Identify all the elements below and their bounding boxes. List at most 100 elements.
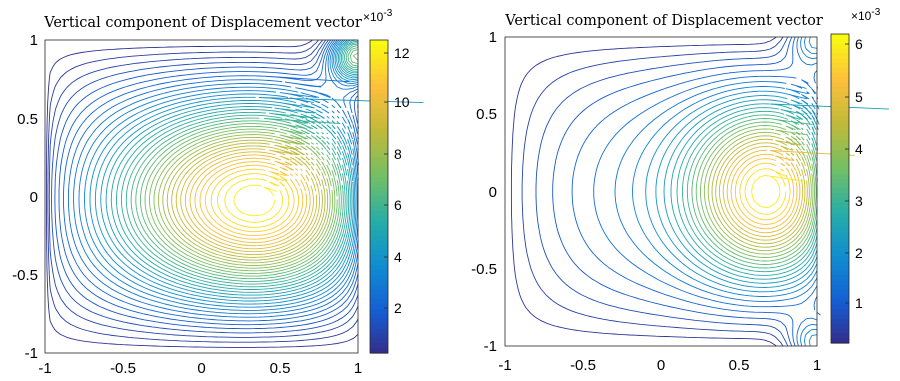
colorbar-swatch [370,49,388,56]
contour-level-line [94,39,424,302]
colorbar-swatch [370,142,388,149]
contour-level-line [734,158,795,225]
colorbar-swatch [831,38,849,45]
colorbar-swatch [831,265,849,272]
contour-level-line [707,131,812,252]
contour-level-line [204,164,300,237]
colorbar-swatch [370,201,388,207]
left-ytick: 0.5 [17,111,38,128]
colorbar-swatch [370,132,388,139]
contour-level-line [89,39,359,305]
right-colorbar [830,33,850,344]
colorbar-swatch [831,178,849,185]
colorbar-swatch [370,128,388,134]
colorbar-swatch [370,225,388,232]
left-x-ticks: -1 -0.5 0 0.5 1 [38,360,362,377]
contour-level-line [58,39,360,326]
contour-level-line [54,39,359,330]
colorbar-swatch [370,260,388,266]
left-contour-lines [45,39,424,348]
contour-level-line [162,136,329,264]
colorbar-swatch [831,246,849,252]
right-xtick: -0.5 [570,357,596,374]
right-cbar-tick: 1 [855,295,863,311]
colorbar-swatch [370,113,388,119]
colorbar-swatch [831,294,849,301]
contour-level-line [78,39,359,311]
colorbar-swatch [831,193,849,199]
colorbar-swatch [831,48,849,54]
colorbar-swatch [370,167,388,173]
contour-level-line [189,154,311,247]
colorbar-swatch [370,250,388,256]
colorbar-swatch [370,93,388,100]
left-xtick: -0.5 [110,360,136,377]
colorbar-swatch [370,79,388,85]
colorbar-swatch [370,269,388,276]
colorbar-swatch [370,333,388,339]
colorbar-swatch [831,140,849,146]
left-colorbar [369,39,389,354]
colorbar-swatch [831,62,849,69]
colorbar-swatch [370,152,388,158]
right-cbar-tick: 5 [855,89,863,105]
colorbar-swatch [370,230,388,237]
contour-level-line [571,36,821,347]
colorbar-swatch [831,125,849,132]
colorbar-swatch [370,123,388,129]
colorbar-swatch [370,318,388,325]
colorbar-frame [830,33,850,344]
colorbar-swatch [831,183,849,190]
contour-level-line [110,39,359,293]
colorbar-swatch [370,196,388,202]
colorbar-swatch [370,304,388,310]
right-xtick: 1 [813,357,821,374]
contour-level-line [632,36,819,347]
colorbar-swatch [831,304,849,310]
right-y-ticks: 1 0.5 0 -0.5 -1 [471,29,497,355]
left-cbar-tick: 6 [394,197,402,213]
colorbar-swatch [831,227,849,233]
colorbar-swatch [831,207,849,214]
right-ytick: 1 [489,29,497,46]
contour-level-line [751,175,804,208]
colorbar-swatch [831,318,849,325]
contour-level-line [711,135,810,248]
left-ytick: -1 [25,345,38,362]
contour-level-line [645,36,820,347]
colorbar-swatch [370,279,388,286]
contour-level-line [535,36,789,347]
colorbar-swatch [370,274,388,281]
colorbar-swatch [831,159,849,165]
colorbar-swatch [831,188,849,194]
colorbar-swatch [831,289,849,296]
colorbar-swatch [831,120,849,127]
colorbar-swatch [370,118,388,124]
colorbar-swatch [831,338,849,344]
left-cbar-tick: 2 [394,300,402,316]
contour-level-line [51,39,359,334]
left-axes-box [44,39,359,354]
contour-level-line [699,125,815,258]
colorbar-swatch [831,198,849,204]
right-cbar-tick: 2 [855,245,863,261]
colorbar-swatch [370,211,388,217]
colorbar-swatch [370,181,388,188]
contour-level-line [105,39,359,296]
contour-level-line [139,49,359,277]
colorbar-swatch [831,91,849,98]
colorbar-swatch [370,176,388,183]
contour-level-line [45,39,359,348]
colorbar-swatch [831,285,849,291]
contour-level-line [73,39,359,315]
left-xtick: 0.5 [270,360,291,377]
colorbar-swatch [370,289,388,295]
colorbar-swatch [370,264,388,271]
colorbar-swatch [831,236,849,243]
contour-level-line [47,39,359,343]
colorbar-swatch [831,169,849,175]
right-axes-box [504,36,818,347]
colorbar-swatch [831,58,849,64]
contour-level-line [715,138,808,245]
